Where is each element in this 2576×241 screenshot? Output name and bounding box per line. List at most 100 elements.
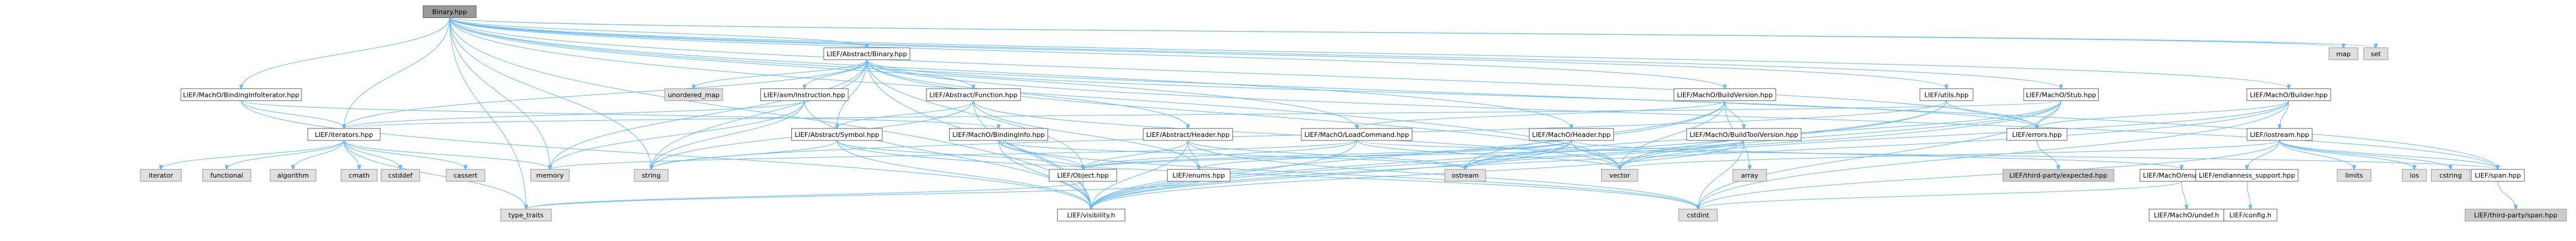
- node-map[interactable]: map: [2328, 47, 2359, 60]
- node-box-macho_header: [1528, 128, 1614, 141]
- node-box-set: [2363, 47, 2388, 60]
- edge-iterators-to-memory: [343, 140, 550, 169]
- node-box-build_tool: [1686, 128, 1802, 141]
- node-array[interactable]: array: [1732, 169, 1767, 182]
- edge-abs_binary-to-object: [866, 59, 1083, 169]
- node-visibility[interactable]: LIEF/visibility.h: [1057, 209, 1126, 222]
- node-cstddef[interactable]: cstddef: [380, 169, 420, 182]
- node-vector[interactable]: vector: [1601, 169, 1638, 182]
- node-asm_instr[interactable]: LIEF/asm/Instruction.hpp: [760, 88, 849, 101]
- node-box-limits: [2336, 169, 2372, 182]
- edge-asm_instr-to-iterators: [344, 100, 805, 129]
- node-box-abs_symbol: [791, 128, 883, 141]
- edge-iostream-to-ios: [2279, 140, 2415, 169]
- node-box-tp_span: [2464, 209, 2567, 222]
- node-label-functional: functional: [210, 172, 243, 179]
- node-label-asm_instr: LIEF/asm/Instruction.hpp: [764, 91, 846, 99]
- node-limits[interactable]: limits: [2336, 169, 2372, 182]
- node-label-iterators: LIEF/iterators.hpp: [315, 131, 373, 139]
- node-iostream[interactable]: LIEF/iostream.hpp: [2246, 128, 2313, 141]
- node-unordered_map[interactable]: unordered_map: [664, 88, 723, 101]
- node-endianness[interactable]: LIEF/endianness_support.hpp: [2196, 169, 2299, 182]
- edge-abs_header-to-visibility: [1091, 140, 1189, 209]
- node-abs_header[interactable]: LIEF/Abstract/Header.hpp: [1143, 128, 1233, 141]
- node-box-cstring: [2431, 169, 2470, 182]
- edge-load_command-to-vector: [1356, 140, 1620, 169]
- node-errors[interactable]: LIEF/errors.hpp: [2006, 128, 2068, 141]
- edge-iostream-to-cstdint: [1698, 140, 2280, 209]
- edge-load_command-to-span: [1356, 140, 2498, 169]
- edge-load_command-to-memory: [550, 140, 1358, 169]
- node-enums[interactable]: LIEF/enums.hpp: [1167, 169, 1231, 182]
- node-tp_span[interactable]: LIEF/third-party/span.hpp: [2464, 209, 2567, 222]
- edges-layer: [161, 17, 2516, 209]
- edge-binary-to-errors: [449, 17, 2037, 129]
- node-label-map: map: [2336, 50, 2350, 58]
- node-box-iterator: [140, 169, 182, 182]
- edge-binding_iter-to-binding_info: [241, 100, 999, 129]
- node-memory[interactable]: memory: [530, 169, 570, 182]
- edge-load_command-to-object: [1083, 140, 1358, 169]
- node-string[interactable]: string: [634, 169, 669, 182]
- node-span[interactable]: LIEF/span.hpp: [2471, 169, 2525, 182]
- node-iterator[interactable]: iterator: [140, 169, 182, 182]
- edge-binary-to-set: [449, 17, 2376, 48]
- node-box-visibility: [1057, 209, 1126, 222]
- edge-iostream-to-cstring: [2279, 140, 2451, 169]
- edge-binary-to-utils: [449, 17, 1946, 89]
- node-ios[interactable]: ios: [2402, 169, 2427, 182]
- node-cstring[interactable]: cstring: [2431, 169, 2470, 182]
- node-box-cstddef: [380, 169, 420, 182]
- node-label-binding_info: LIEF/MachO/BindingInfo.hpp: [953, 131, 1045, 139]
- edge-build_version-to-build_tool: [1724, 100, 1744, 129]
- node-expected[interactable]: LIEF/third-party/expected.hpp: [2002, 169, 2114, 182]
- node-set[interactable]: set: [2363, 47, 2388, 60]
- node-stub[interactable]: LIEF/MachO/Stub.hpp: [2023, 88, 2099, 101]
- node-abs_symbol[interactable]: LIEF/Abstract/Symbol.hpp: [791, 128, 883, 141]
- node-binding_iter[interactable]: LIEF/MachO/BindingInfoIterator.hpp: [180, 88, 302, 101]
- node-undef[interactable]: LIEF/MachO/undef.h: [2148, 209, 2224, 222]
- edge-abs_binary-to-asm_instr: [805, 59, 867, 89]
- node-utils[interactable]: LIEF/utils.hpp: [1920, 88, 1973, 101]
- edge-iterators-to-functional: [227, 140, 345, 169]
- node-builder[interactable]: LIEF/MachO/Builder.hpp: [2246, 88, 2331, 101]
- node-box-errors: [2006, 128, 2068, 141]
- node-box-binding_iter: [180, 88, 302, 101]
- node-box-asm_instr: [760, 88, 849, 101]
- node-label-cstddef: cstddef: [388, 172, 413, 179]
- node-cassert[interactable]: cassert: [446, 169, 486, 182]
- node-object[interactable]: LIEF/Object.hpp: [1049, 169, 1117, 182]
- node-abs_binary[interactable]: LIEF/Abstract/Binary.hpp: [823, 47, 911, 60]
- node-iterators[interactable]: LIEF/iterators.hpp: [307, 128, 380, 141]
- node-algorithm[interactable]: algorithm: [269, 169, 317, 182]
- node-load_command[interactable]: LIEF/MachO/LoadCommand.hpp: [1301, 128, 1413, 141]
- node-label-cmath: cmath: [349, 172, 370, 179]
- node-label-cassert: cassert: [453, 172, 478, 179]
- node-ostream[interactable]: ostream: [1444, 169, 1487, 182]
- node-box-expected: [2002, 169, 2114, 182]
- node-label-limits: limits: [2345, 172, 2363, 179]
- edge-macho_header-to-visibility: [1091, 140, 1572, 209]
- edge-binding_iter-to-visibility: [241, 100, 1091, 209]
- edge-abs_header-to-cstdint: [1187, 140, 1698, 209]
- node-config[interactable]: LIEF/config.h: [2223, 209, 2277, 222]
- node-abs_function[interactable]: LIEF/Abstract/Function.hpp: [926, 88, 1021, 101]
- node-label-macho_header: LIEF/MachO/Header.hpp: [1532, 131, 1610, 139]
- node-type_traits[interactable]: type_traits: [500, 209, 552, 222]
- node-label-ostream: ostream: [1452, 172, 1479, 179]
- edge-macho_header-to-macho_enums: [1571, 140, 2182, 169]
- node-binary[interactable]: Binary.hpp: [422, 5, 477, 19]
- node-functional[interactable]: functional: [202, 169, 251, 182]
- edge-abs_symbol-to-visibility: [836, 140, 1091, 209]
- node-binding_info[interactable]: LIEF/MachO/BindingInfo.hpp: [949, 128, 1048, 141]
- edge-binary-to-abs_binary: [449, 17, 867, 48]
- node-cmath[interactable]: cmath: [340, 169, 378, 182]
- node-macho_header[interactable]: LIEF/MachO/Header.hpp: [1528, 128, 1614, 141]
- edge-binary-to-binding_iter: [241, 17, 450, 89]
- node-build_tool[interactable]: LIEF/MachO/BuildToolVersion.hpp: [1686, 128, 1802, 141]
- node-label-errors: LIEF/errors.hpp: [2012, 131, 2062, 139]
- node-cstdint[interactable]: cstdint: [1678, 209, 1718, 222]
- node-label-iterator: iterator: [149, 172, 173, 179]
- node-build_version[interactable]: LIEF/MachO/BuildVersion.hpp: [1674, 88, 1776, 101]
- edge-iterators-to-iterator: [161, 140, 345, 169]
